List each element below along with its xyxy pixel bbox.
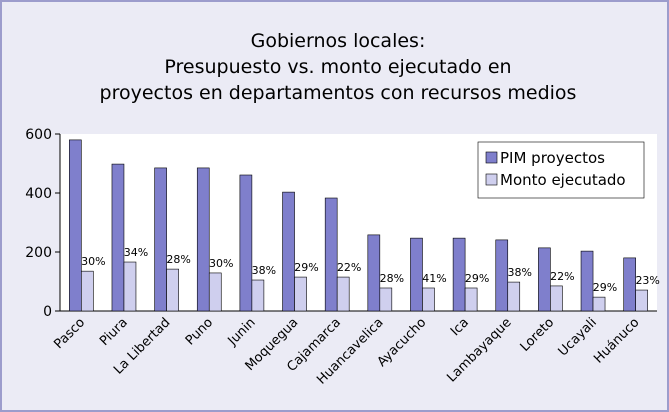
bar bbox=[282, 191, 295, 312]
y-tick-label: 200 bbox=[25, 245, 52, 261]
bar bbox=[123, 261, 137, 312]
legend bbox=[477, 141, 645, 199]
y-tick-label: 600 bbox=[25, 127, 52, 143]
bar-annotation: 30% bbox=[81, 255, 105, 268]
legend-label: PIM proyectos bbox=[500, 149, 605, 167]
bar bbox=[379, 287, 393, 312]
bar bbox=[336, 276, 350, 312]
bar-annotation: 41% bbox=[422, 272, 446, 285]
bar-annotation: 30% bbox=[209, 257, 233, 270]
chart-title: proyectos en departamentos con recursos … bbox=[100, 82, 577, 104]
bar bbox=[251, 279, 265, 312]
bar bbox=[452, 237, 466, 312]
bar bbox=[324, 197, 338, 312]
bar-annotation: 23% bbox=[635, 274, 659, 287]
bar bbox=[422, 287, 435, 312]
y-tick-label: 0 bbox=[43, 304, 52, 320]
bar bbox=[208, 272, 222, 312]
legend-swatch bbox=[485, 151, 498, 164]
bar-annotation: 34% bbox=[124, 246, 148, 259]
bar bbox=[81, 270, 94, 312]
bar-annotation: 22% bbox=[550, 270, 574, 283]
bar bbox=[410, 237, 423, 312]
bar-annotation: 29% bbox=[465, 272, 489, 285]
bar bbox=[154, 167, 167, 312]
y-tick-label: 400 bbox=[25, 186, 52, 202]
bar-annotation: 38% bbox=[508, 266, 532, 279]
bar-annotation: 29% bbox=[593, 281, 617, 294]
bar bbox=[580, 250, 594, 312]
bar bbox=[367, 234, 381, 312]
legend-swatch bbox=[485, 173, 498, 186]
bar-annotation: 28% bbox=[166, 253, 190, 266]
bar-annotation: 29% bbox=[294, 261, 318, 274]
bar bbox=[507, 281, 521, 312]
bar bbox=[196, 167, 210, 312]
chart-title: Gobiernos locales: bbox=[251, 30, 426, 52]
legend-label: Monto ejecutado bbox=[500, 171, 626, 189]
bar-annotation: 38% bbox=[252, 264, 276, 277]
bar bbox=[623, 257, 636, 312]
bar bbox=[239, 174, 253, 312]
bar bbox=[464, 287, 478, 312]
chart-title: Presupuesto vs. monto ejecutado en bbox=[164, 56, 511, 78]
bar bbox=[538, 247, 551, 312]
bar bbox=[294, 276, 307, 312]
bar bbox=[111, 163, 125, 312]
bar bbox=[495, 239, 509, 312]
bar bbox=[166, 268, 179, 312]
bar bbox=[635, 289, 648, 312]
bar-annotation: 22% bbox=[337, 261, 361, 274]
bar bbox=[69, 139, 82, 312]
bar bbox=[592, 296, 606, 312]
bar-annotation: 28% bbox=[380, 272, 404, 285]
bar bbox=[550, 285, 563, 312]
